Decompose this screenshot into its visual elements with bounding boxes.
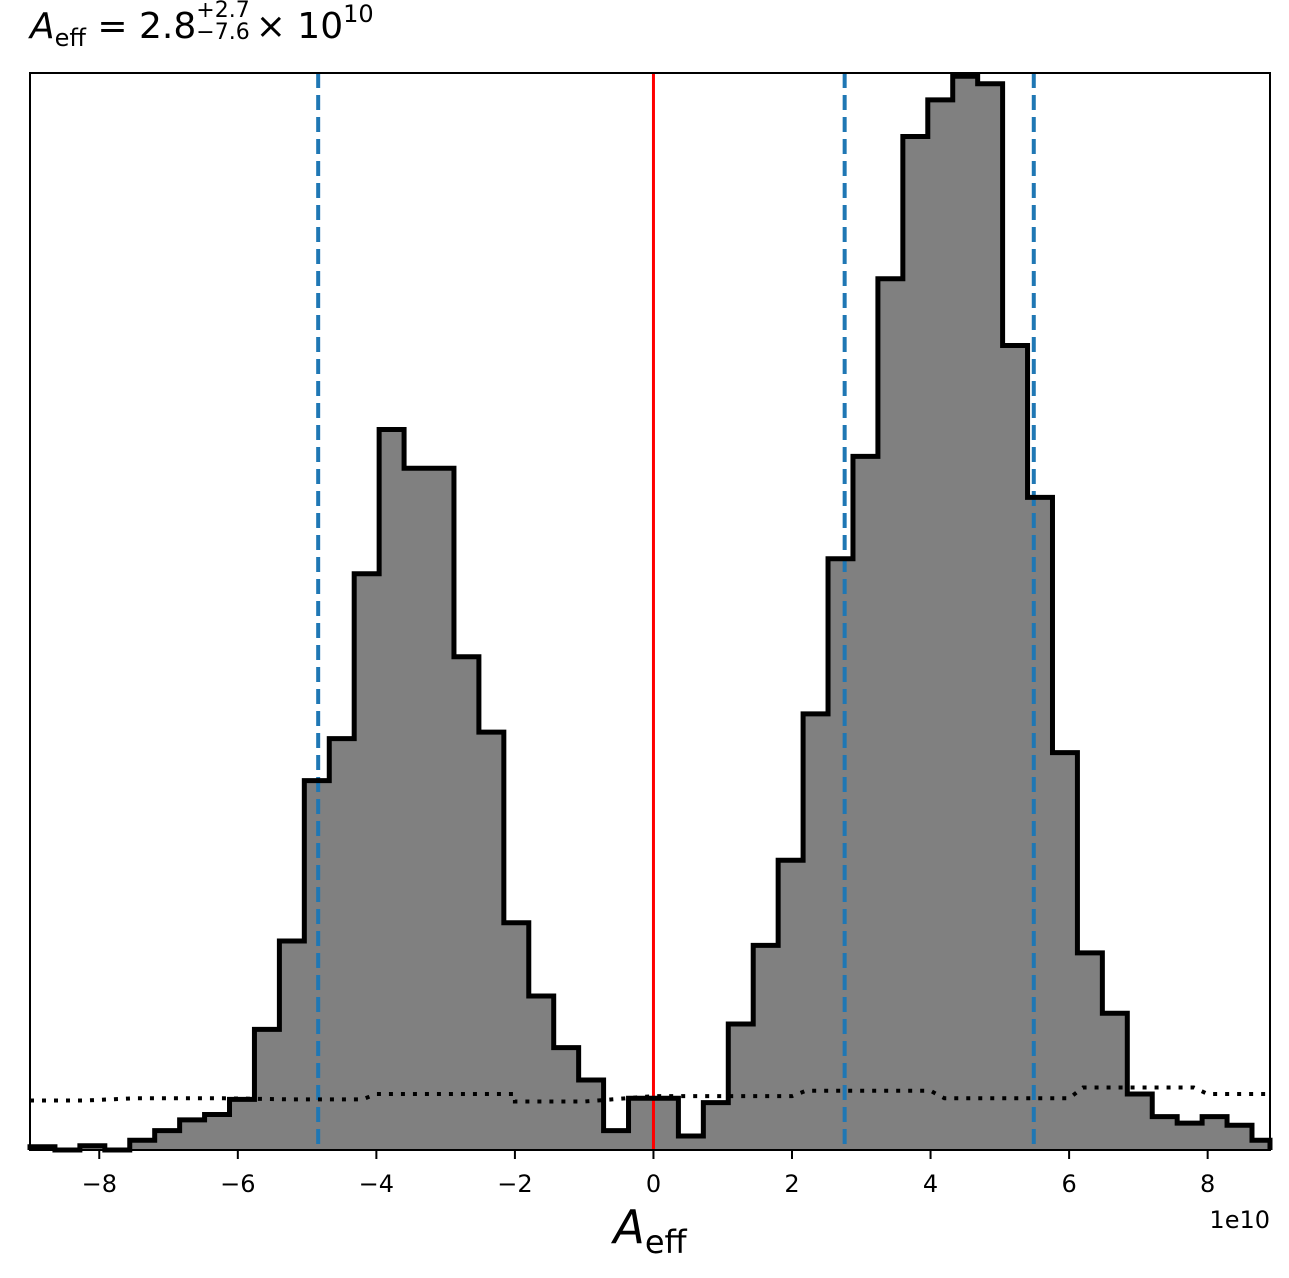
x-axis-offset-text: 1e10 (1209, 1206, 1270, 1234)
chart-title: Aeff = 2.8 +2.7 −7.6 × 1010 (30, 0, 374, 52)
x-tick-label: −6 (220, 1170, 255, 1198)
title-symbol: A (30, 6, 55, 47)
xlabel-subscript: eff (644, 1223, 687, 1261)
x-tick-label: 4 (923, 1170, 938, 1198)
x-tick-label: 0 (646, 1170, 661, 1198)
title-upper-error: +2.7 (196, 0, 250, 23)
title-uncertainty: +2.7 −7.6 (196, 0, 249, 44)
x-axis-ticks: −8 −6 −4 −2 0 2 4 6 8 (82, 1150, 1215, 1198)
prior-dotted-line (30, 1085, 1270, 1104)
histogram-fill (30, 76, 1270, 1151)
x-tick-label: −4 (359, 1170, 394, 1198)
x-tick-label: 2 (784, 1170, 799, 1198)
title-value: = 2.8 (97, 6, 197, 47)
xlabel-symbol: A (613, 1200, 645, 1254)
title-lower-error: −7.6 (196, 20, 250, 45)
quantile-lines (316, 73, 1036, 1150)
plot-frame (29, 72, 1271, 1151)
histogram-outline (27, 73, 1273, 1153)
x-tick-label: −8 (82, 1170, 117, 1198)
x-tick-label: 6 (1061, 1170, 1076, 1198)
x-tick-label: −2 (497, 1170, 532, 1198)
title-exponent: 10 (343, 0, 374, 28)
title-symbol-subscript: eff (54, 24, 86, 52)
x-axis-label: Aeff (0, 1200, 1289, 1261)
x-tick-label: 8 (1200, 1170, 1215, 1198)
title-times: × 10 (255, 6, 344, 47)
